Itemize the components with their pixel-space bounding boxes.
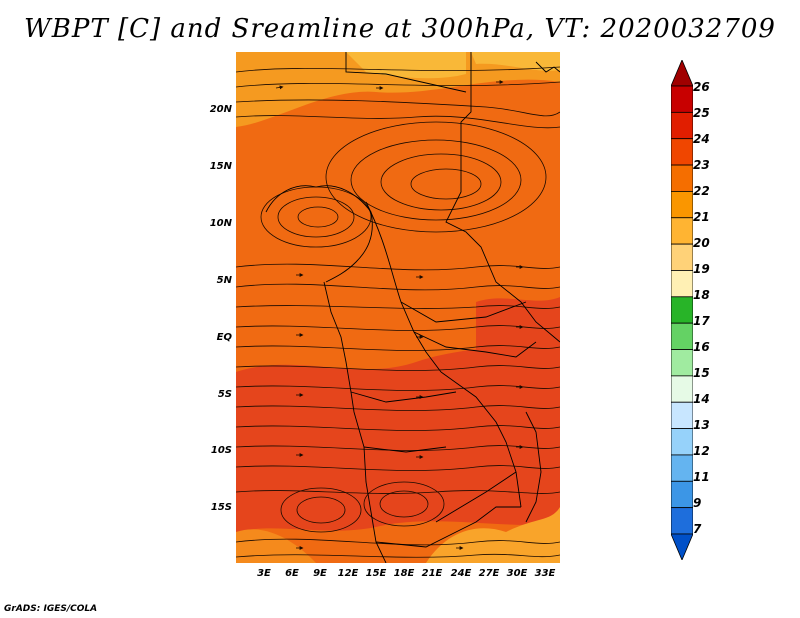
colorbar-segment <box>671 507 693 535</box>
colorbar <box>671 60 693 560</box>
map-title: WBPT [C] and Sreamline at 300hPa, VT: 20… <box>24 14 776 44</box>
map-panel <box>236 52 560 563</box>
colorbar-segment <box>671 217 693 245</box>
colorbar-segment <box>671 454 693 482</box>
colorbar-segment <box>671 375 693 403</box>
colorbar-segment <box>671 191 693 219</box>
wbpt-field-light-patch <box>346 52 466 79</box>
lat-label-5s: 5S <box>217 389 232 400</box>
lon-label-27e: 27E <box>478 568 500 579</box>
colorbar-label-9: 9 <box>693 496 702 510</box>
lat-label-20n: 20N <box>209 104 232 115</box>
footer-credit: GrADS: IGES/COLA <box>4 604 98 614</box>
colorbar-segment <box>671 349 693 377</box>
colorbar-segment <box>671 60 693 87</box>
colorbar-label-11: 11 <box>693 470 710 484</box>
colorbar-label-21: 21 <box>693 210 710 224</box>
lat-label-15n: 15N <box>209 161 232 172</box>
colorbar-label-12: 12 <box>693 444 710 458</box>
wbpt-field-light-southeast <box>426 507 560 563</box>
colorbar-label-14: 14 <box>693 392 710 406</box>
lat-label-15s: 15S <box>210 502 232 513</box>
lon-label-21e: 21E <box>421 568 443 579</box>
country-borders <box>265 52 560 563</box>
colorbar-label-25: 25 <box>693 106 710 120</box>
colorbar-segment <box>671 533 693 560</box>
wbpt-field-warm-south <box>236 332 560 532</box>
colorbar-label-19: 19 <box>693 262 710 276</box>
lon-label-9e: 9E <box>313 568 327 579</box>
colorbar-label-24: 24 <box>693 132 710 146</box>
colorbar-segment <box>671 401 693 429</box>
wbpt-field-warm-east <box>476 297 560 384</box>
lon-label-15e: 15E <box>365 568 387 579</box>
colorbar-label-16: 16 <box>693 340 710 354</box>
colorbar-label-23: 23 <box>693 158 710 172</box>
colorbar-label-15: 15 <box>693 366 710 380</box>
colorbar-label-17: 17 <box>693 314 710 328</box>
lon-label-30e: 30E <box>506 568 528 579</box>
colorbar-segment <box>671 164 693 192</box>
colorbar-segment <box>671 428 693 456</box>
wbpt-field-light-patch2 <box>471 52 560 71</box>
colorbar-segment <box>671 138 693 166</box>
lat-label-eq: EQ <box>216 332 232 343</box>
colorbar-label-18: 18 <box>693 288 710 302</box>
colorbar-label-22: 22 <box>693 184 710 198</box>
streamlines <box>236 66 560 558</box>
colorbar-segment <box>671 111 693 140</box>
lon-label-12e: 12E <box>337 568 359 579</box>
lat-label-5n: 5N <box>216 275 232 286</box>
colorbar-label-26: 26 <box>693 80 710 94</box>
colorbar-segment <box>671 243 693 271</box>
colorbar-segment <box>671 270 693 298</box>
colorbar-segment <box>671 296 693 324</box>
lat-label-10s: 10S <box>210 445 232 456</box>
colorbar-segment <box>671 480 693 509</box>
colorbar-label-13: 13 <box>693 418 710 432</box>
lon-label-24e: 24E <box>450 568 472 579</box>
colorbar-label-20: 20 <box>693 236 710 250</box>
lon-label-33e: 33E <box>534 568 556 579</box>
colorbar-segment <box>671 322 693 350</box>
colorbar-segment <box>671 85 693 113</box>
lon-label-6e: 6E <box>285 568 299 579</box>
lon-label-18e: 18E <box>393 568 415 579</box>
colorbar-label-7: 7 <box>693 522 702 536</box>
lon-label-3e: 3E <box>257 568 271 579</box>
lat-label-10n: 10N <box>209 218 232 229</box>
